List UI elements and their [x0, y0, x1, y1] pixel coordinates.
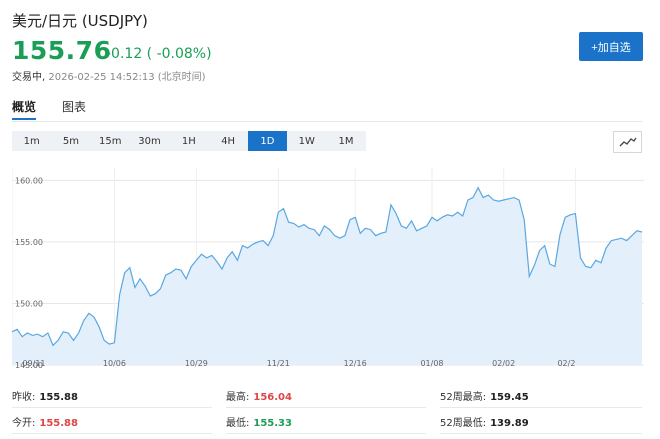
- x-tick-label: 10/29: [185, 359, 208, 368]
- period-1h[interactable]: 1H: [181, 135, 196, 147]
- y-tick-label: 155.00: [15, 238, 43, 247]
- stat-value: 156.04: [253, 392, 292, 403]
- row-divider: [12, 407, 212, 408]
- stat-value: 139.89: [490, 418, 529, 429]
- stat-52w-high: 52周最高: 159.45: [440, 388, 529, 403]
- status-label: 交易中,: [12, 72, 46, 83]
- view-tabs: 概览 图表: [12, 98, 86, 120]
- instrument-title: 美元/日元 (USDJPY): [12, 12, 148, 30]
- stat-label: 昨收:: [12, 392, 36, 403]
- period-30m[interactable]: 30m: [138, 135, 161, 147]
- stat-low: 最低: 155.33: [226, 414, 292, 429]
- x-tick-label: 09/11: [22, 359, 45, 368]
- stat-high: 最高: 156.04: [226, 388, 292, 403]
- stat-open: 今开: 155.88: [12, 414, 78, 429]
- x-tick-label: 11/21: [267, 359, 290, 368]
- stat-value: 159.45: [490, 392, 529, 403]
- period-15m[interactable]: 15m: [99, 135, 122, 147]
- stat-label: 52周最低:: [440, 418, 487, 429]
- stat-label: 最高:: [226, 392, 250, 403]
- row-divider: [12, 433, 212, 434]
- period-1d[interactable]: 1D: [247, 131, 288, 151]
- y-tick-label: 160.00: [15, 176, 43, 185]
- stat-value: 155.33: [253, 418, 292, 429]
- period-5m[interactable]: 5m: [62, 135, 79, 147]
- add-watchlist-button[interactable]: +加自选: [579, 32, 643, 61]
- period-1w[interactable]: 1W: [298, 135, 315, 147]
- period-1mo[interactable]: 1M: [338, 135, 354, 147]
- stat-prev-close: 昨收: 155.88: [12, 388, 78, 403]
- x-tick-label: 12/16: [344, 359, 367, 368]
- x-tick-label: 02/02: [492, 359, 515, 368]
- quote-timestamp: 2026-02-25 14:52:13 (北京时间): [48, 72, 206, 83]
- y-tick-label: 150.00: [15, 299, 43, 308]
- stat-label: 52周最高:: [440, 392, 487, 403]
- price-area: [12, 187, 642, 365]
- row-divider: [440, 407, 642, 408]
- stat-label: 今开:: [12, 418, 36, 429]
- row-divider: [226, 407, 426, 408]
- tab-chart[interactable]: 图表: [62, 100, 87, 114]
- period-selector: 1m 5m 15m 30m 1H 4H 1D 1W 1M: [12, 131, 366, 151]
- stat-value: 155.88: [39, 392, 78, 403]
- row-divider: [440, 433, 642, 434]
- trading-status: 交易中, 2026-02-25 14:52:13 (北京时间): [12, 68, 206, 83]
- y-tick-label: 145.00: [15, 361, 43, 370]
- tabs-divider: [12, 121, 642, 122]
- price-change: -0.12 ( -0.08%): [106, 46, 212, 62]
- line-chart-icon: [619, 137, 637, 147]
- price-line: [12, 186, 643, 347]
- period-1m[interactable]: 1m: [23, 135, 40, 147]
- stat-52w-low: 52周最低: 139.89: [440, 414, 529, 429]
- current-price: 155.76: [12, 36, 112, 65]
- stat-label: 最低:: [226, 418, 250, 429]
- period-4h[interactable]: 4H: [221, 135, 236, 147]
- tab-overview[interactable]: 概览: [12, 98, 37, 120]
- x-tick-label: 01/08: [420, 359, 443, 368]
- chart-type-toggle[interactable]: [613, 131, 642, 153]
- stat-value: 155.88: [39, 418, 78, 429]
- row-divider: [226, 433, 426, 434]
- x-tick-label: 02/2: [557, 359, 575, 368]
- x-tick-label: 10/06: [103, 359, 126, 368]
